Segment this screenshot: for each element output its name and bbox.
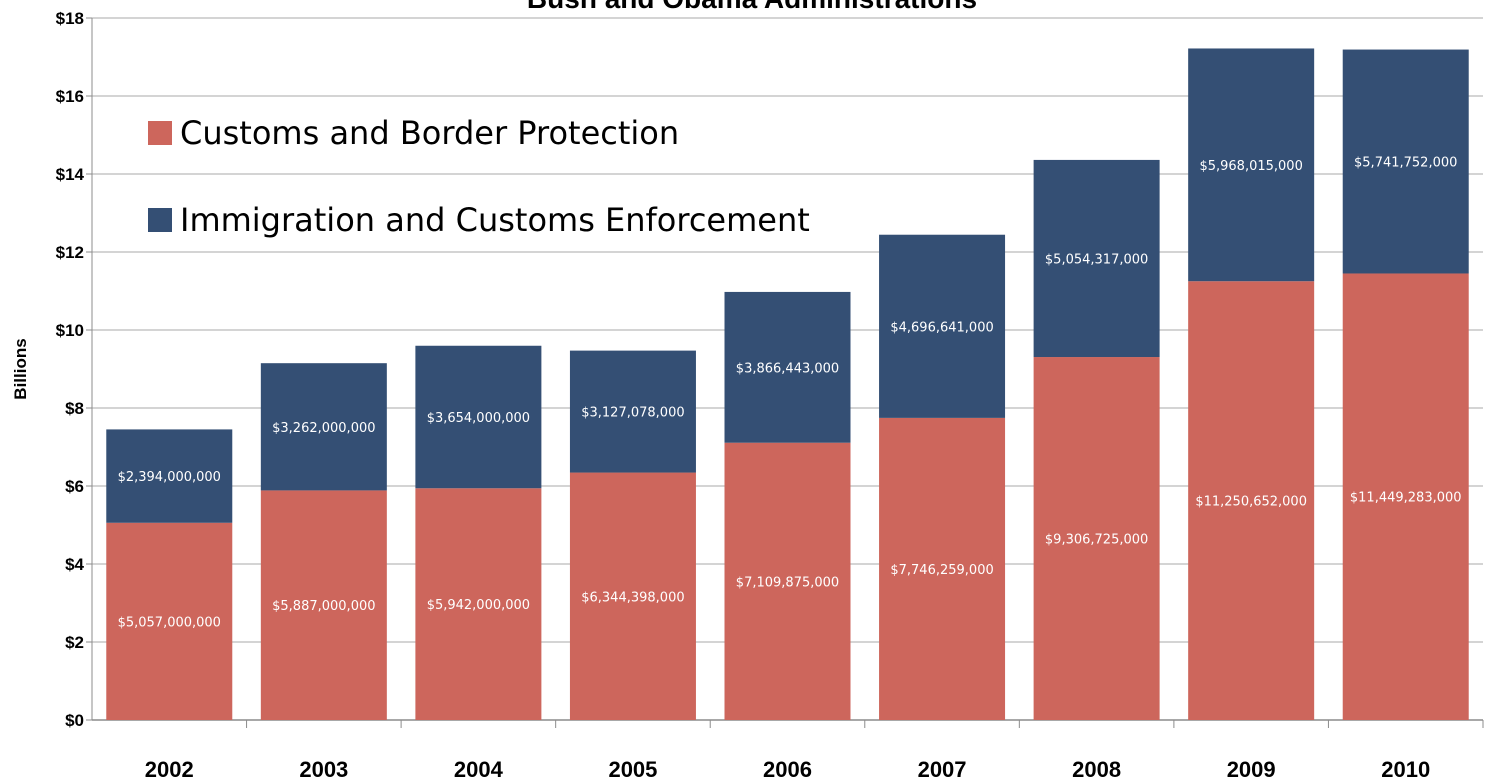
data-label: $9,306,725,000 xyxy=(1045,533,1148,548)
bar-cbp xyxy=(879,417,1006,720)
bar-cbp xyxy=(415,488,542,720)
data-label: $6,344,398,000 xyxy=(581,590,684,605)
data-label: $11,250,652,000 xyxy=(1195,495,1307,510)
data-label: $3,127,078,000 xyxy=(581,406,684,421)
x-tick-label: 2002 xyxy=(145,757,194,782)
y-tick-label: $14 xyxy=(56,165,85,184)
x-tick-label: 2007 xyxy=(918,757,967,782)
bar-ice xyxy=(415,345,542,489)
x-tick-label: 2010 xyxy=(1381,757,1430,782)
bar-ice xyxy=(569,350,696,473)
y-tick-label: $10 xyxy=(56,321,84,340)
bar-ice xyxy=(260,363,387,491)
x-tick-label: 2009 xyxy=(1227,757,1276,782)
bar-cbp xyxy=(106,522,233,720)
data-label: $3,866,443,000 xyxy=(736,361,839,376)
x-tick-label: 2003 xyxy=(299,757,348,782)
data-label: $3,262,000,000 xyxy=(272,421,375,436)
y-tick-label: $12 xyxy=(56,243,84,262)
bar-cbp xyxy=(260,490,387,720)
bar-ice xyxy=(106,429,233,523)
y-tick-label: $8 xyxy=(65,399,84,418)
bar-cbp xyxy=(1188,281,1315,720)
x-tick-label: 2008 xyxy=(1072,757,1121,782)
data-label: $2,394,000,000 xyxy=(118,470,221,485)
data-label: $5,057,000,000 xyxy=(118,615,221,630)
bar-ice xyxy=(879,234,1006,418)
bar-cbp xyxy=(1342,273,1469,720)
bar-cbp xyxy=(569,472,696,720)
data-label: $7,109,875,000 xyxy=(736,575,839,590)
data-label: $5,968,015,000 xyxy=(1199,159,1302,174)
chart-title: Bush and Obama Administrations xyxy=(527,0,977,14)
x-tick-label: 2005 xyxy=(608,757,657,782)
y-tick-label: $16 xyxy=(56,87,84,106)
legend-swatch-ice xyxy=(148,208,172,232)
bar-cbp xyxy=(1033,357,1160,720)
legend-swatch-cbp xyxy=(148,121,172,145)
legend-label-cbp: Customs and Border Protection xyxy=(180,114,679,152)
x-tick-label: 2006 xyxy=(763,757,812,782)
data-label: $7,746,259,000 xyxy=(890,563,993,578)
data-label: $5,741,752,000 xyxy=(1354,156,1457,171)
data-label: $5,887,000,000 xyxy=(272,599,375,614)
y-tick-label: $4 xyxy=(65,555,84,574)
x-tick-label: 2004 xyxy=(454,757,504,782)
y-tick-label: $0 xyxy=(65,711,84,730)
y-tick-label: $18 xyxy=(56,9,84,28)
y-axis-title: Billions xyxy=(11,338,30,399)
bar-ice xyxy=(1033,159,1160,358)
legend-label-ice: Immigration and Customs Enforcement xyxy=(180,201,810,239)
data-label: $3,654,000,000 xyxy=(427,411,530,426)
bar-ice xyxy=(1342,49,1469,274)
data-label: $5,054,317,000 xyxy=(1045,252,1148,267)
data-label: $4,696,641,000 xyxy=(890,320,993,335)
bar-ice xyxy=(724,291,851,443)
y-tick-label: $2 xyxy=(65,633,84,652)
data-label: $11,449,283,000 xyxy=(1350,491,1462,506)
bar-cbp xyxy=(724,442,851,720)
bar-ice xyxy=(1188,48,1315,282)
data-label: $5,942,000,000 xyxy=(427,598,530,613)
y-tick-label: $6 xyxy=(65,477,84,496)
